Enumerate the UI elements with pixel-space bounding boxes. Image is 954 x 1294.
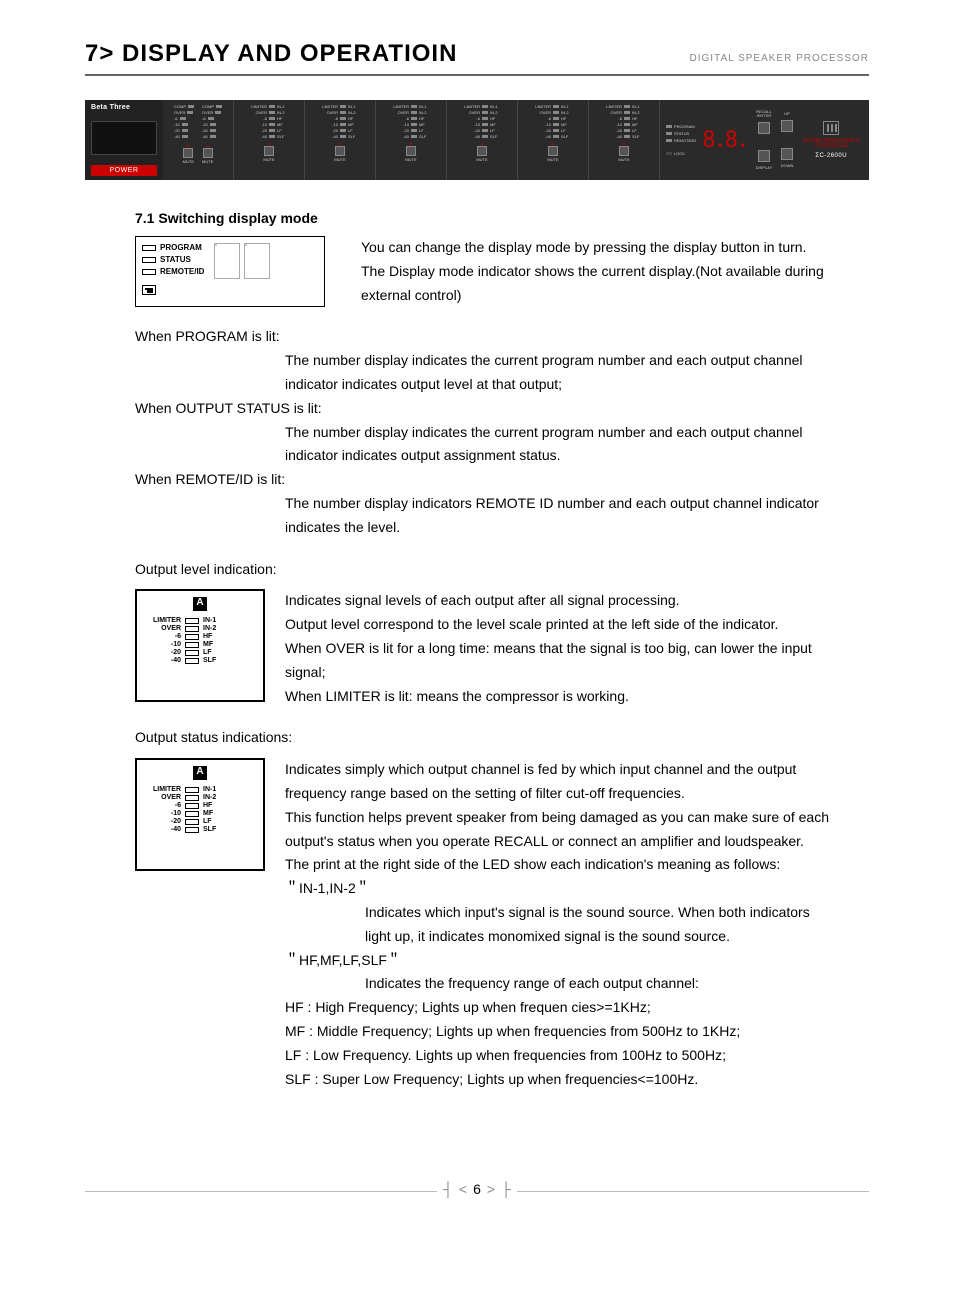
page-number: ┤< 6 >├ [437, 1181, 517, 1197]
page-subtitle: DIGITAL SPEAKER PROCESSOR [690, 53, 869, 64]
down-button[interactable] [781, 148, 793, 160]
level-panel-header: A [193, 597, 207, 611]
when-output-text: The number display indicates the current… [285, 421, 869, 469]
page-header: 7> DISPLAY AND OPERATIOIN DIGITAL SPEAKE… [85, 40, 869, 76]
input-mute-a: MUTE [183, 145, 194, 164]
output-strips: LIMITERIN-1OVERIN-2-6HF-10MF-20LF-40SLFM… [233, 100, 659, 180]
output-level-heading: Output level indication: [135, 558, 869, 582]
page-title: 7> DISPLAY AND OPERATIOIN [85, 40, 457, 68]
when-program: When PROGRAM is lit: [135, 325, 869, 349]
intro-row: PROGRAMSTATUSREMOTE/ID You can change th… [135, 236, 869, 307]
model-label: ΣC-2600U [815, 153, 847, 159]
product-area: DIGITAL PROCESSOR & CONTROLLER ΣC-2600U [799, 121, 863, 159]
display-button[interactable] [758, 150, 770, 162]
level-panel-header: A [193, 766, 207, 780]
panel-left: Beta Three POWER [85, 100, 163, 180]
level-panel-diagram-2: A LIMITERIN-1OVERIN-2-6HF-10MF-20LF-40SL… [135, 758, 265, 871]
mute-button[interactable] [183, 148, 193, 158]
power-label: POWER [91, 165, 157, 176]
recall-col: RECALL /ENTER DISPLAY [753, 110, 774, 170]
seven-segment-icon [214, 243, 270, 279]
product-icon [823, 121, 839, 135]
device-front-panel: Beta Three POWER COMPOVER-6-10-20-40 COM… [85, 100, 869, 180]
output-status-text: Indicates simply which output channel is… [285, 758, 869, 1091]
input-mute-b: MUTE [202, 145, 213, 164]
lcd-screen [91, 121, 157, 155]
input-section: COMPOVER-6-10-20-40 COMPOVER-6-10-20-40 … [163, 100, 233, 180]
up-button[interactable] [781, 120, 793, 132]
segment-display: 8.8. [702, 128, 747, 153]
when-program-text: The number display indicates the current… [285, 349, 869, 397]
input-col-b: COMPOVER-6-10-20-40 [202, 104, 222, 139]
when-remote-text: The number display indicators REMOTE ID … [285, 492, 869, 540]
panel-right: PROGRAMSTATUSREMOTE/IDLOCK 8.8. RECALL /… [659, 100, 869, 180]
mode-panel-diagram: PROGRAMSTATUSREMOTE/ID [135, 236, 325, 307]
output-level-text: Indicates signal levels of each output a… [285, 589, 869, 708]
output-status-heading: Output status indications: [135, 726, 869, 750]
input-col-a: COMPOVER-6-10-20-40 [174, 104, 194, 139]
when-output: When OUTPUT STATUS is lit: [135, 397, 869, 421]
level-panel-diagram-1: A LIMITERIN-1OVERIN-2-6HF-10MF-20LF-40SL… [135, 589, 265, 702]
updown-col: UP DOWN [781, 112, 794, 168]
recall-button[interactable] [758, 122, 770, 134]
display-button-icon [142, 285, 156, 295]
mute-button[interactable] [203, 148, 213, 158]
section-heading: 7.1 Switching display mode [135, 210, 869, 226]
brand-label: Beta Three [91, 104, 157, 111]
when-remote: When REMOTE/ID is lit: [135, 468, 869, 492]
product-tagline: DIGITAL PROCESSOR & CONTROLLER [799, 139, 863, 149]
intro-text: You can change the display mode by press… [361, 236, 824, 307]
mode-indicators: PROGRAMSTATUSREMOTE/IDLOCK [666, 124, 696, 156]
footer-rule: ┤< 6 >├ [85, 1191, 869, 1192]
